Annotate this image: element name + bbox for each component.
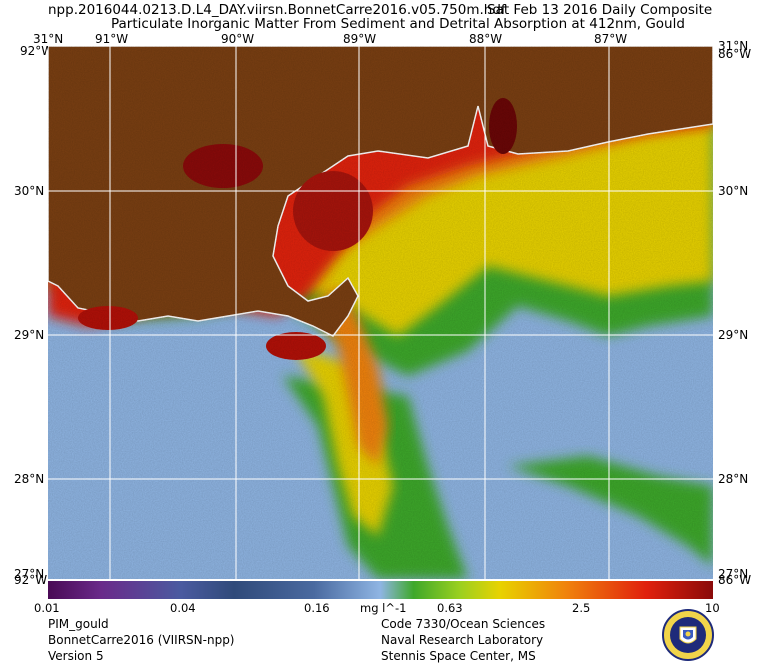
colorbar-tick-5: 10 bbox=[705, 601, 720, 615]
lon-label-88w: 88°W bbox=[469, 32, 503, 46]
colorbar-tick-4: 2.5 bbox=[572, 601, 591, 615]
lon-label-90w: 90°W bbox=[221, 32, 255, 46]
lat-label-28n-right: 28°N bbox=[718, 472, 749, 486]
colorbar-units: mg l^-1 bbox=[360, 601, 407, 615]
lat-label-30n-left: 30°N bbox=[14, 184, 45, 198]
filename-title: npp.2016044.0213.D.L4_DAY.viirsn.BonnetC… bbox=[48, 2, 506, 18]
colorbar-tick-0: 0.01 bbox=[34, 601, 60, 615]
lat-label-top-left: 31°N bbox=[33, 32, 64, 46]
texture-noise bbox=[48, 46, 713, 579]
footer-product: PIM_gould bbox=[48, 617, 109, 631]
lat-label-28n-left: 28°N bbox=[14, 472, 45, 486]
footer-dataset: BonnetCarre2016 (VIIRSN-npp) bbox=[48, 633, 235, 647]
lon-label-87w: 87°W bbox=[594, 32, 628, 46]
nrl-seal-icon bbox=[662, 609, 714, 661]
colorbar-tick-2: 0.16 bbox=[304, 601, 330, 615]
lat-label-29n-left: 29°N bbox=[14, 328, 45, 342]
footer-code: Code 7330/Ocean Sciences bbox=[381, 617, 546, 631]
product-title: Particulate Inorganic Matter From Sedime… bbox=[111, 16, 685, 32]
lon-corner-bottom-left: 92°W bbox=[14, 573, 48, 587]
map-panel[interactable] bbox=[48, 46, 713, 579]
colorbar-tick-1: 0.04 bbox=[170, 601, 196, 615]
map-image bbox=[48, 46, 713, 579]
lat-label-30n-right: 30°N bbox=[718, 184, 749, 198]
lon-corner-top-right: 86°W bbox=[718, 47, 752, 61]
date-title: Sat Feb 13 2016 Daily Composite bbox=[487, 2, 713, 18]
lon-label-91w: 91°W bbox=[95, 32, 129, 46]
lon-corner-bottom-right: 86°W bbox=[718, 573, 752, 587]
graticule bbox=[48, 46, 713, 579]
lat-label-29n-right: 29°N bbox=[718, 328, 749, 342]
lon-corner-top-left: 92°W bbox=[20, 44, 54, 58]
footer-location: Stennis Space Center, MS bbox=[381, 649, 536, 663]
lon-label-89w: 89°W bbox=[343, 32, 377, 46]
lat-label-bottom-right: 27°N bbox=[718, 567, 749, 581]
footer-version: Version 5 bbox=[48, 649, 104, 663]
lat-label-bottom-left: 27°N bbox=[14, 567, 45, 581]
colorbar-tick-3: 0.63 bbox=[437, 601, 463, 615]
colorbar bbox=[48, 581, 713, 599]
footer-lab: Naval Research Laboratory bbox=[381, 633, 544, 647]
lat-label-top-right: 31°N bbox=[718, 39, 749, 53]
